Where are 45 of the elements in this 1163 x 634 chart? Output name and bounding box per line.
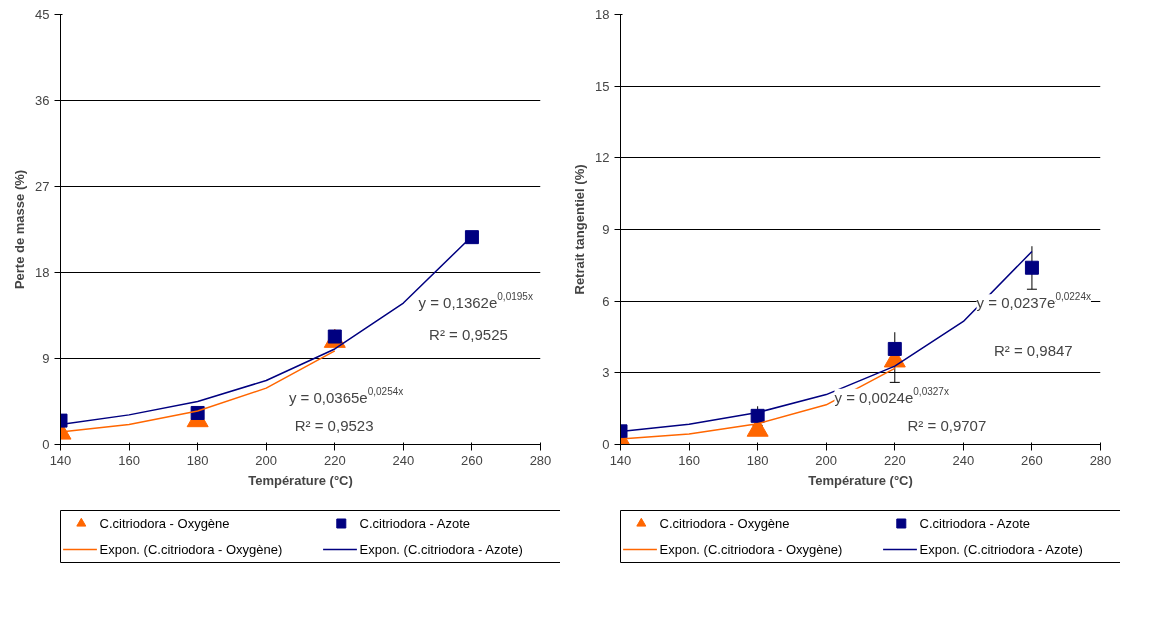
y-tick-label: 27: [35, 179, 50, 194]
y-axis-title: Perte de masse (%): [12, 169, 28, 290]
x-tick-label: 220: [883, 452, 906, 468]
y-axis-title: Retrait tangentiel (%): [572, 164, 588, 295]
annotation: R² = 0,9523: [294, 416, 374, 434]
x-tick-label: 140: [609, 452, 632, 468]
legend-label: C.citriodora - Azote: [919, 516, 1031, 531]
y-tick-label: 18: [35, 265, 50, 280]
y-tick-label: 36: [35, 93, 50, 108]
x-tick-label: 280: [1089, 452, 1112, 468]
x-tick-label: 200: [815, 452, 838, 468]
x-tick-label: 140: [49, 452, 72, 468]
x-axis-title: Température (°C): [808, 472, 913, 488]
y-tick-label: 12: [595, 150, 610, 166]
x-tick-label: 180: [746, 452, 769, 468]
legend-label: Expon. (C.citriodora - Oxygène): [99, 542, 283, 557]
annotation: R² = 0,9525: [429, 326, 508, 344]
x-tick-label: 260: [1021, 452, 1043, 468]
legend-label: C.citriodora - Oxygène: [99, 516, 230, 531]
y-tick-label: 3: [602, 365, 610, 381]
y-tick-label: 18: [595, 7, 610, 22]
legend-label: C.citriodora - Azote: [359, 516, 471, 531]
y-tick-label: 0: [42, 437, 50, 452]
annotation: R² = 0,9847: [993, 341, 1073, 359]
x-tick-label: 240: [952, 452, 975, 468]
legend-label: C.citriodora - Oxygène: [659, 516, 790, 531]
y-tick-label: 9: [602, 222, 610, 237]
x-tick-label: 220: [323, 452, 346, 468]
annotation: R² = 0,9707: [907, 416, 987, 434]
y-tick-label: 45: [35, 7, 50, 22]
x-tick-label: 160: [678, 452, 700, 468]
x-axis-title: Température (°C): [248, 472, 353, 488]
x-tick-label: 180: [186, 452, 209, 468]
y-tick-label: 9: [42, 351, 50, 366]
y-tick-label: 6: [602, 293, 610, 309]
legend-label: Expon. (C.citriodora - Azote): [919, 542, 1083, 557]
legend-label: Expon. (C.citriodora - Oxygène): [659, 542, 843, 557]
x-tick-label: 260: [461, 452, 483, 468]
legend-label: Expon. (C.citriodora - Azote): [359, 542, 523, 557]
x-tick-label: 160: [118, 452, 140, 468]
x-tick-label: 280: [529, 452, 552, 468]
y-tick-label: 15: [595, 78, 610, 94]
x-tick-label: 240: [392, 452, 415, 468]
y-tick-label: 0: [602, 437, 610, 452]
x-tick-label: 200: [255, 452, 278, 468]
